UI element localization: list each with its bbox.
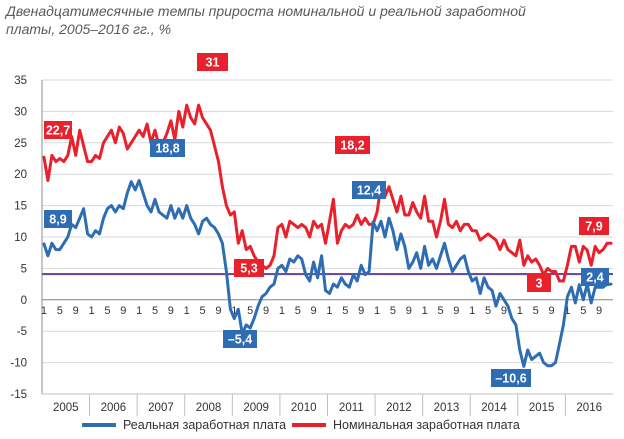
year-label: 2008 [196,402,222,414]
annotation-box [223,330,257,348]
x-tick-label: 5 [390,305,396,317]
y-tick-label: -15 [10,389,27,401]
legend-label-nominal: Номинальная заработная плата [333,418,520,432]
annotation-box [44,210,72,228]
x-tick-label: 5 [485,305,491,317]
x-tick-label: 9 [548,305,554,317]
legend-item-nominal: Номинальная заработная плата [292,418,520,432]
y-tick-label: 5 [21,263,27,275]
legend-swatch-nominal [292,423,326,427]
chart-legend: Реальная заработная плата Номинальная за… [0,418,624,438]
x-tick-label: 1 [564,305,570,317]
x-tick-label: 9 [73,305,79,317]
x-tick-label: 5 [342,305,348,317]
annotation-box [352,181,386,199]
x-tick-label: 1 [279,305,285,317]
annotation-label: 22,7 [46,124,70,138]
series-line-real [42,179,613,368]
year-label: 2016 [576,402,602,414]
annotation-box [234,259,264,277]
year-label: 2005 [53,402,79,414]
x-tick-label: 9 [263,305,269,317]
annotation-label: 2,4 [586,271,603,285]
annotation-label: 31 [206,56,220,70]
year-label: 2009 [243,402,269,414]
x-tick-label: 5 [104,305,110,317]
x-tick-label: 9 [453,305,459,317]
annotation-label: –10,6 [495,372,526,386]
x-tick-label: 5 [247,305,253,317]
x-tick-label: 5 [533,305,539,317]
x-tick-label: 1 [374,305,380,317]
annotation-box [44,121,72,139]
year-label: 2015 [529,402,555,414]
annotation-label: 18,2 [340,139,364,153]
annotation-box [197,53,228,71]
annotation-box [581,268,609,286]
annotation-label: 5,3 [240,262,257,276]
x-tick-label: 5 [200,305,206,317]
y-tick-label: 35 [14,75,27,87]
y-tick-label: 30 [14,106,27,118]
annotation-box [335,136,370,154]
year-label: 2011 [339,402,364,414]
x-tick-label: 5 [295,305,301,317]
x-tick-label: 5 [437,305,443,317]
year-label: 2013 [434,402,460,414]
legend-label-real: Реальная заработная плата [123,418,287,432]
x-tick-label: 1 [326,305,332,317]
x-tick-label: 9 [120,305,126,317]
x-tick-label: 1 [517,305,523,317]
annotation-box [527,274,551,292]
y-tick-label: 25 [14,138,27,150]
x-tick-label: 9 [406,305,412,317]
y-tick-label: 15 [14,201,27,213]
y-tick-label: 0 [21,295,27,307]
year-label: 2010 [291,402,317,414]
annotation-label: 7,9 [585,220,602,234]
x-tick-label: 9 [501,305,507,317]
x-tick-label: 9 [311,305,317,317]
chart-title-line-2: платы, 2005–2016 гг., % [6,21,172,37]
annotation-box [150,139,185,157]
year-label: 2014 [481,402,507,414]
y-tick-label: -10 [10,358,27,370]
x-tick-label: 1 [422,305,428,317]
annotation-label: 8,9 [49,213,66,227]
legend-item-real: Реальная заработная плата [82,418,286,432]
x-tick-label: 1 [136,305,142,317]
year-label: 2012 [386,402,412,414]
x-tick-label: 9 [215,305,221,317]
chart-title: Двенадцатимесячные темпы прироста номина… [6,2,606,38]
chart-title-line-1: Двенадцатимесячные темпы прироста номина… [6,3,526,19]
x-tick-label: 5 [580,305,586,317]
x-tick-label: 1 [41,305,47,317]
annotation-label: 12,4 [357,184,381,198]
x-tick-label: 5 [152,305,158,317]
series-line-nominal [42,103,613,283]
x-tick-label: 1 [231,305,237,317]
x-tick-label: 1 [469,305,475,317]
year-label: 2007 [148,402,174,414]
x-tick-label: 9 [596,305,602,317]
annotation-box [491,369,531,387]
y-tick-label: -5 [17,326,27,338]
annotation-label: –5,4 [228,333,252,347]
annotation-label: 3 [536,277,543,291]
x-tick-label: 1 [89,305,95,317]
y-tick-label: 10 [14,232,27,244]
y-tick-label: 20 [14,169,27,181]
legend-swatch-real [82,423,116,427]
x-tick-label: 9 [168,305,174,317]
annotation-label: 18,8 [155,142,179,156]
annotation-box [579,217,609,235]
x-tick-label: 9 [358,305,364,317]
x-tick-label: 5 [57,305,63,317]
x-tick-label: 1 [184,305,190,317]
year-label: 2006 [101,402,127,414]
